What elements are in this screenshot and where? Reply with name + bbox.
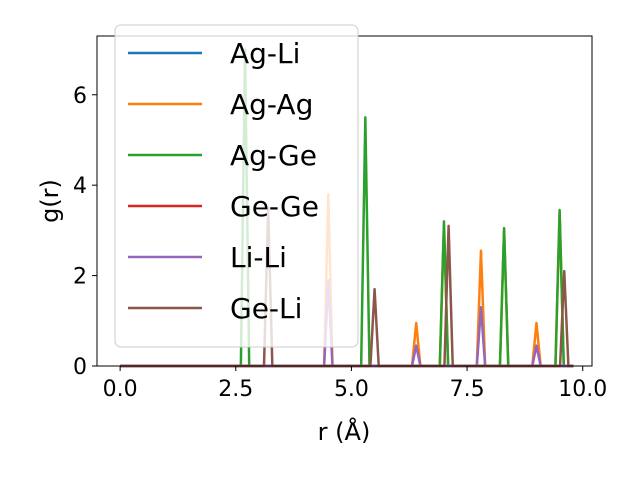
- legend-label: Ag-Ge: [230, 139, 317, 172]
- legend: Ag-Li Ag-Ag Ag-Ge Ge-Ge Li-Li Ge-Li: [114, 24, 359, 348]
- y-tick-label: 2: [73, 265, 87, 290]
- legend-box: [114, 24, 359, 348]
- legend-label: Ag-Li: [230, 37, 300, 70]
- x-tick-label: 2.5: [218, 377, 253, 402]
- x-tick-label: 7.5: [450, 377, 485, 402]
- x-tick-label: 0.0: [103, 377, 138, 402]
- x-axis-label: r (Å): [318, 417, 371, 446]
- legend-label: Li-Li: [230, 241, 287, 274]
- y-axis: 0 2 4 6: [73, 84, 97, 380]
- y-axis-label: g(r): [36, 179, 64, 223]
- y-tick-label: 6: [73, 84, 87, 109]
- legend-label: Ag-Ag: [230, 88, 313, 121]
- x-axis: 0.0 2.5 5.0 7.5 10.0: [103, 366, 607, 402]
- legend-label: Ge-Ge: [230, 190, 319, 223]
- y-tick-label: 4: [73, 174, 87, 199]
- x-tick-label: 5.0: [334, 377, 369, 402]
- x-tick-label: 10.0: [558, 377, 607, 402]
- legend-label: Ge-Li: [230, 292, 302, 325]
- y-tick-label: 0: [73, 355, 87, 380]
